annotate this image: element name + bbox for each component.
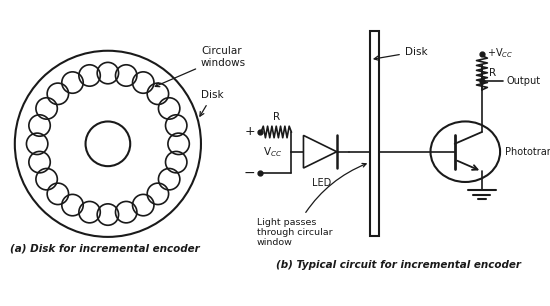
Text: V$_{CC}$: V$_{CC}$	[263, 145, 282, 159]
Text: Disk: Disk	[374, 47, 427, 60]
Bar	[370, 31, 379, 236]
Text: R: R	[490, 68, 497, 78]
Text: +V$_{CC}$: +V$_{CC}$	[487, 46, 514, 60]
Text: LED: LED	[312, 178, 331, 188]
Text: −: −	[244, 166, 255, 180]
Text: Disk: Disk	[200, 90, 224, 116]
Text: R: R	[273, 112, 280, 122]
Text: (a) Disk for incremental encoder: (a) Disk for incremental encoder	[10, 243, 200, 253]
Text: Light passes
through circular
window: Light passes through circular window	[256, 163, 366, 247]
Text: Phototransistor: Phototransistor	[505, 147, 550, 157]
Text: (b) Typical circuit for incremental encoder: (b) Typical circuit for incremental enco…	[276, 260, 521, 270]
Text: Output: Output	[506, 76, 540, 86]
Text: +: +	[244, 125, 255, 139]
Text: Circular
windows: Circular windows	[155, 46, 246, 87]
